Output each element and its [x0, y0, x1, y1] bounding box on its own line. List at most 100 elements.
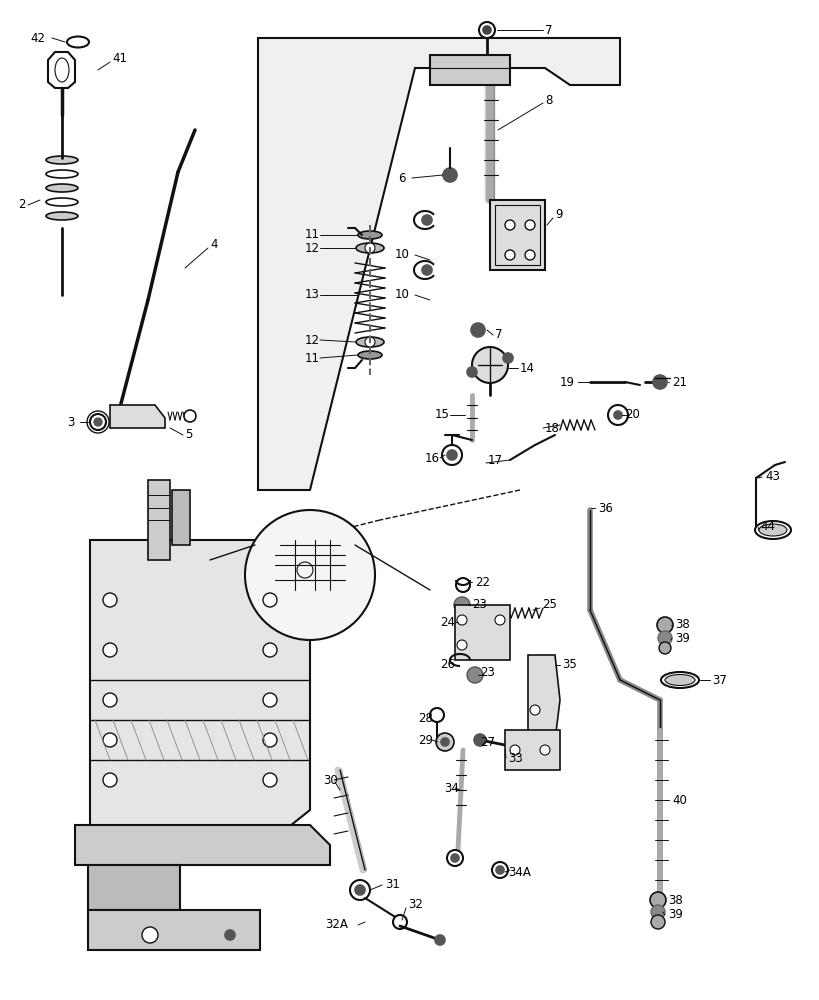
Circle shape — [422, 265, 432, 275]
Text: 43: 43 — [764, 471, 779, 484]
Text: 44: 44 — [759, 520, 774, 534]
Circle shape — [364, 337, 374, 347]
Text: 41: 41 — [112, 51, 127, 64]
Text: 31: 31 — [385, 879, 400, 892]
Bar — [147, 480, 170, 560]
Circle shape — [392, 915, 406, 929]
Circle shape — [652, 375, 666, 389]
Text: 39: 39 — [667, 908, 682, 922]
Ellipse shape — [46, 156, 78, 164]
Circle shape — [470, 323, 484, 337]
Bar — [490, 200, 545, 270]
Circle shape — [473, 734, 486, 746]
Circle shape — [454, 597, 469, 613]
Circle shape — [94, 418, 102, 426]
Text: 32: 32 — [408, 898, 423, 912]
Text: 11: 11 — [305, 352, 319, 364]
Text: 11: 11 — [305, 229, 319, 241]
Polygon shape — [48, 52, 75, 88]
Circle shape — [142, 927, 158, 943]
Text: 21: 21 — [672, 375, 686, 388]
Circle shape — [524, 250, 534, 260]
Circle shape — [502, 353, 513, 363]
Polygon shape — [88, 865, 180, 910]
Text: 34A: 34A — [508, 865, 530, 879]
Ellipse shape — [355, 337, 383, 347]
Text: 7: 7 — [495, 328, 502, 342]
Text: 28: 28 — [418, 712, 432, 724]
Text: 3: 3 — [67, 416, 75, 428]
Circle shape — [495, 615, 505, 625]
Text: 5: 5 — [185, 428, 192, 442]
Circle shape — [103, 593, 117, 607]
Bar — [429, 55, 509, 85]
Text: 19: 19 — [559, 375, 574, 388]
Polygon shape — [110, 405, 165, 428]
Circle shape — [650, 905, 664, 919]
Ellipse shape — [46, 212, 78, 220]
Circle shape — [446, 850, 463, 866]
Circle shape — [656, 617, 672, 633]
Circle shape — [263, 593, 277, 607]
Circle shape — [429, 708, 443, 722]
Text: 36: 36 — [597, 502, 612, 514]
Circle shape — [467, 367, 477, 377]
Text: 12: 12 — [305, 241, 319, 254]
Ellipse shape — [754, 521, 790, 539]
Circle shape — [472, 347, 508, 383]
Text: 6: 6 — [397, 172, 405, 184]
Ellipse shape — [46, 184, 78, 192]
Text: 38: 38 — [674, 618, 689, 632]
Circle shape — [607, 405, 627, 425]
Ellipse shape — [355, 243, 383, 253]
Circle shape — [455, 578, 469, 592]
Text: 20: 20 — [624, 408, 639, 422]
Circle shape — [456, 640, 467, 650]
Circle shape — [450, 854, 459, 862]
Circle shape — [613, 411, 622, 419]
Circle shape — [650, 915, 664, 929]
Circle shape — [355, 885, 364, 895]
Ellipse shape — [358, 231, 382, 239]
Ellipse shape — [67, 36, 89, 47]
Ellipse shape — [55, 58, 69, 82]
Circle shape — [103, 643, 117, 657]
Polygon shape — [505, 730, 559, 770]
Circle shape — [422, 215, 432, 225]
Circle shape — [103, 693, 117, 707]
Circle shape — [505, 220, 514, 230]
Circle shape — [103, 733, 117, 747]
Text: 29: 29 — [418, 734, 432, 746]
Text: 38: 38 — [667, 894, 682, 906]
Text: 23: 23 — [479, 666, 495, 678]
Ellipse shape — [660, 672, 698, 688]
Circle shape — [657, 631, 672, 645]
Circle shape — [495, 866, 504, 874]
Text: 24: 24 — [440, 615, 455, 629]
Ellipse shape — [664, 674, 695, 686]
Circle shape — [482, 26, 491, 34]
Ellipse shape — [758, 524, 786, 536]
Circle shape — [441, 445, 461, 465]
Ellipse shape — [358, 351, 382, 359]
Circle shape — [649, 892, 665, 908]
Polygon shape — [527, 655, 559, 740]
Circle shape — [540, 745, 550, 755]
Text: 22: 22 — [474, 576, 490, 588]
Ellipse shape — [46, 198, 78, 206]
Text: 32A: 32A — [324, 918, 347, 932]
Circle shape — [436, 733, 454, 751]
Circle shape — [441, 738, 449, 746]
Circle shape — [434, 935, 445, 945]
Text: 40: 40 — [672, 794, 686, 806]
Text: 13: 13 — [305, 288, 319, 302]
Circle shape — [505, 250, 514, 260]
Text: 15: 15 — [434, 408, 450, 422]
Bar — [495, 205, 540, 265]
Circle shape — [103, 773, 117, 787]
Text: 14: 14 — [519, 361, 534, 374]
Text: 16: 16 — [424, 452, 440, 464]
Circle shape — [446, 450, 456, 460]
Circle shape — [658, 642, 670, 654]
Circle shape — [491, 862, 508, 878]
